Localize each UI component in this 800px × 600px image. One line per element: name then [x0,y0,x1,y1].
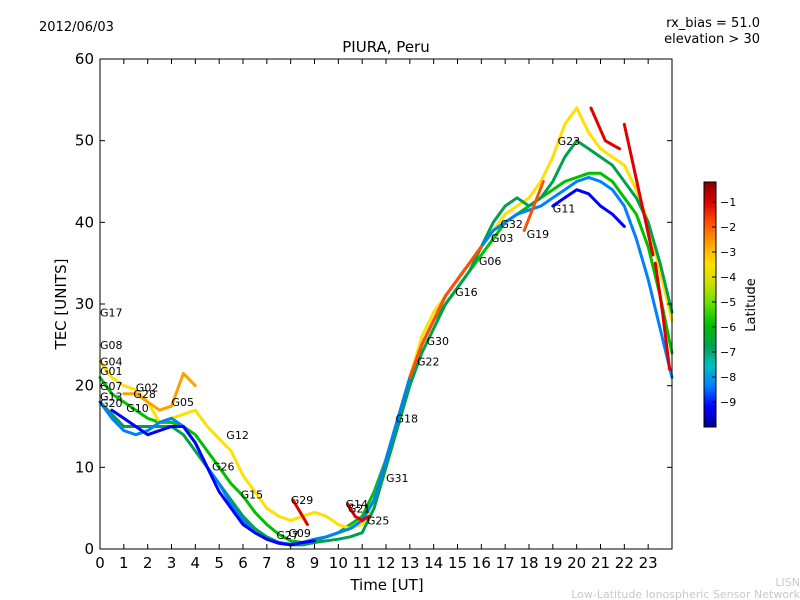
x-tick-label: 22 [615,554,634,572]
x-tick-label: 3 [167,554,177,572]
series-line-13 [522,180,545,232]
series-line-3 [98,139,674,547]
colorbar-tick-label: −3 [720,246,736,259]
y-tick-label: 0 [84,540,94,558]
sat-label-g18: G18 [396,412,419,425]
x-tick-label: 15 [448,554,467,572]
colorbar-tick-label: −1 [720,196,736,209]
sat-label-g21: G21 [348,502,371,515]
sat-label-g08: G08 [100,339,123,352]
series-line-8 [408,245,483,379]
x-tick-label: 12 [376,554,395,572]
sat-label-g01: G01 [100,365,123,378]
sat-label-g27: G27 [276,529,299,542]
x-tick-label: 10 [329,554,348,572]
colorbar-ticks: −9 −8 −7 −6 −5 −4 −3 −2 −1 [712,196,736,409]
x-tick-label: 14 [424,554,443,572]
sat-label-g31: G31 [386,472,409,485]
sat-label-g10: G10 [126,402,149,415]
x-tick-label: 4 [191,554,201,572]
chart-title: PIURA, Peru [342,38,429,56]
x-tick-label: 6 [238,554,248,572]
watermark-lisn: LISN [775,576,800,589]
x-axis-label: Time [UT] [349,576,423,594]
x-tick-label: 7 [262,554,272,572]
y-tick-label: 30 [75,295,94,313]
series-line-14 [653,261,672,371]
sat-label-g04: G04 [100,355,123,368]
sat-label-g12: G12 [226,429,249,442]
y-tick-label: 50 [75,132,94,150]
x-tick-label: 0 [95,554,105,572]
y-tick-label: 10 [75,458,94,476]
y-tick-label: 60 [75,50,94,68]
series-line-5 [110,408,316,547]
y-axis: 0 10 20 30 40 50 60 [75,50,672,558]
x-tick-label: 19 [543,554,562,572]
sat-label-g22: G22 [417,355,440,368]
x-tick-label: 9 [310,554,320,572]
colorbar-tick-label: −8 [720,371,736,384]
rx-bias-label: rx_bias = 51.0 [666,16,760,31]
colorbar-tick-label: −5 [720,296,736,309]
x-tick-label: 20 [567,554,586,572]
colorbar-frame [703,181,717,428]
colorbar [704,182,716,427]
watermark-network: Low-Latitude Ionospheric Sensor Network [571,588,800,600]
sat-label-g06: G06 [479,255,502,268]
x-tick-label: 18 [519,554,538,572]
sat-label-g25: G25 [367,515,390,528]
x-tick-label: 23 [639,554,658,572]
series-layer [98,106,674,547]
y-axis-label: TEC [UNITS] [52,259,70,351]
sat-label-g30: G30 [427,335,450,348]
sat-label-g16: G16 [455,286,478,299]
colorbar-tick-label: −4 [720,271,736,284]
sat-label-g14: G14 [346,498,369,511]
x-tick-label: 13 [400,554,419,572]
sat-label-g03: G03 [491,232,514,245]
series-line-11 [291,498,309,526]
sat-label-g28: G28 [133,388,156,401]
sat-label-g26: G26 [212,461,235,474]
colorbar-label: Latitude [744,278,759,332]
sat-label-g09: G09 [288,527,311,540]
series-line-9 [589,106,622,151]
y-tick-label: 20 [75,377,94,395]
sat-label-g19: G19 [527,228,550,241]
sat-label-g23: G23 [558,135,581,148]
x-tick-label: 21 [591,554,610,572]
colorbar-tick-label: −9 [720,396,736,409]
elevation-label: elevation > 30 [664,32,760,47]
sat-label-g07: G07 [100,380,123,393]
series-line-7 [122,371,197,412]
series-line-10 [622,122,655,257]
date-label: 2012/06/03 [39,20,114,35]
colorbar-tick-label: −7 [720,346,736,359]
series-line-12 [346,502,371,522]
sat-label-g11: G11 [553,203,576,216]
colorbar-tick-label: −6 [720,321,736,334]
x-tick-label: 11 [353,554,372,572]
y-tick-label: 40 [75,213,94,231]
sat-label-g32: G32 [500,218,523,231]
sat-label-g02: G02 [136,381,159,394]
sat-label-g17: G17 [100,306,123,319]
x-tick-label: 16 [472,554,491,572]
x-tick-label: 5 [214,554,224,572]
x-axis: 0 1 2 3 4 5 6 7 8 9 10 11 12 13 14 15 16 17 18 19 20 21 22 23 [95,59,658,572]
x-tick-label: 1 [119,554,129,572]
x-tick-label: 17 [496,554,515,572]
sat-label-g05: G05 [172,396,195,409]
colorbar-tick-label: −2 [720,221,736,234]
x-tick-label: 2 [143,554,153,572]
x-tick-label: 8 [286,554,296,572]
sat-label-g15: G15 [241,488,264,501]
sat-label-g13: G13 [100,390,123,403]
sat-label-g29: G29 [291,494,314,507]
series-line-6 [551,188,626,228]
sat-label-g20: G20 [100,397,123,410]
